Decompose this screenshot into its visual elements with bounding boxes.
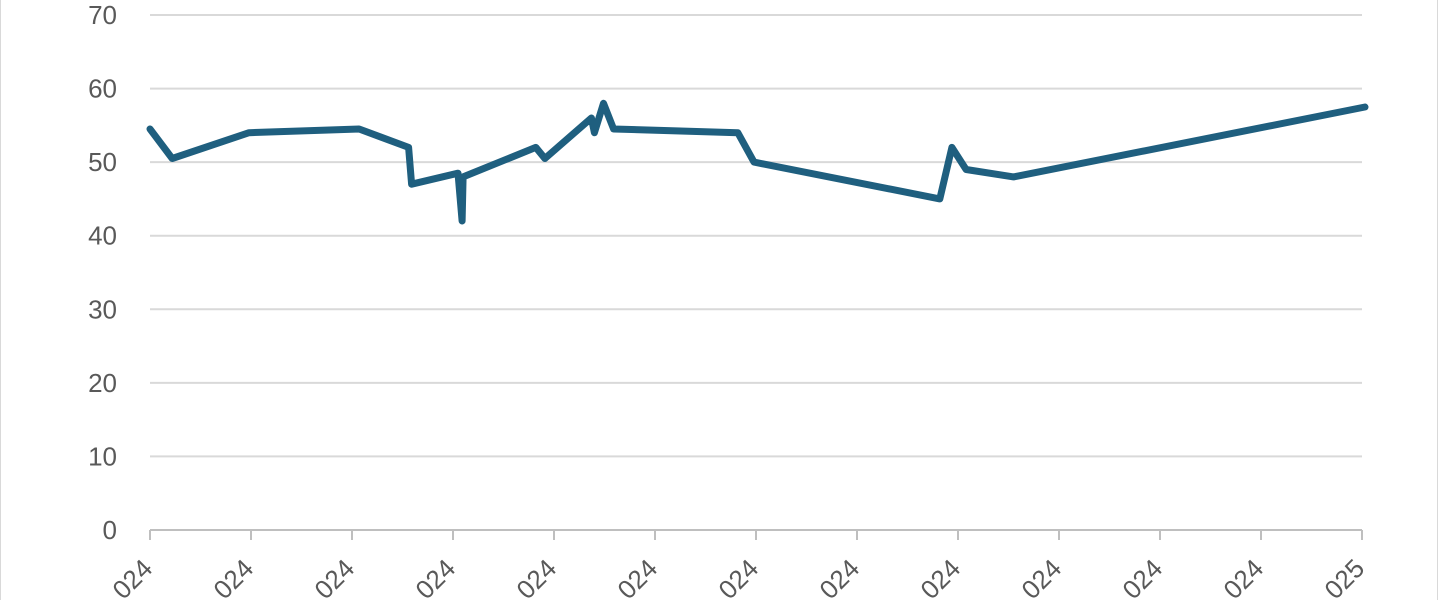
y-tick-label: 20: [88, 368, 117, 398]
x-tick-label: 024: [510, 553, 562, 600]
y-tick-label: 50: [88, 147, 117, 177]
y-tick-label: 60: [88, 74, 117, 104]
y-axis-labels: 0 10 20 30 40 50 60 70: [88, 0, 117, 545]
x-tick-label: 024: [106, 553, 158, 600]
y-tick-label: 0: [103, 515, 117, 545]
x-tick-label: 024: [1015, 553, 1067, 600]
x-tick-label: 024: [712, 553, 764, 600]
x-tick-label: 024: [813, 553, 865, 600]
x-tick-label: 024: [1116, 553, 1168, 600]
y-tick-label: 10: [88, 441, 117, 471]
y-tick-label: 30: [88, 294, 117, 324]
x-tick-label: 024: [207, 553, 259, 600]
series-group: [146, 99, 1369, 225]
gridlines: [150, 14, 1362, 458]
x-tick-label: 025: [1318, 553, 1370, 600]
x-tick-label: 024: [914, 553, 966, 600]
x-tick-label: 024: [308, 553, 360, 600]
y-tick-label: 40: [88, 221, 117, 251]
y-tick-label: 70: [88, 0, 117, 30]
x-tick-label: 024: [1217, 553, 1269, 600]
x-tick-label: 024: [611, 553, 663, 600]
x-axis: [149, 529, 1363, 540]
x-tick-label: 024: [409, 553, 461, 600]
series-line: [146, 99, 1369, 225]
x-axis-labels: 024 024 024 024 024 024 024 024 024 024 024 024 025: [106, 553, 1370, 600]
